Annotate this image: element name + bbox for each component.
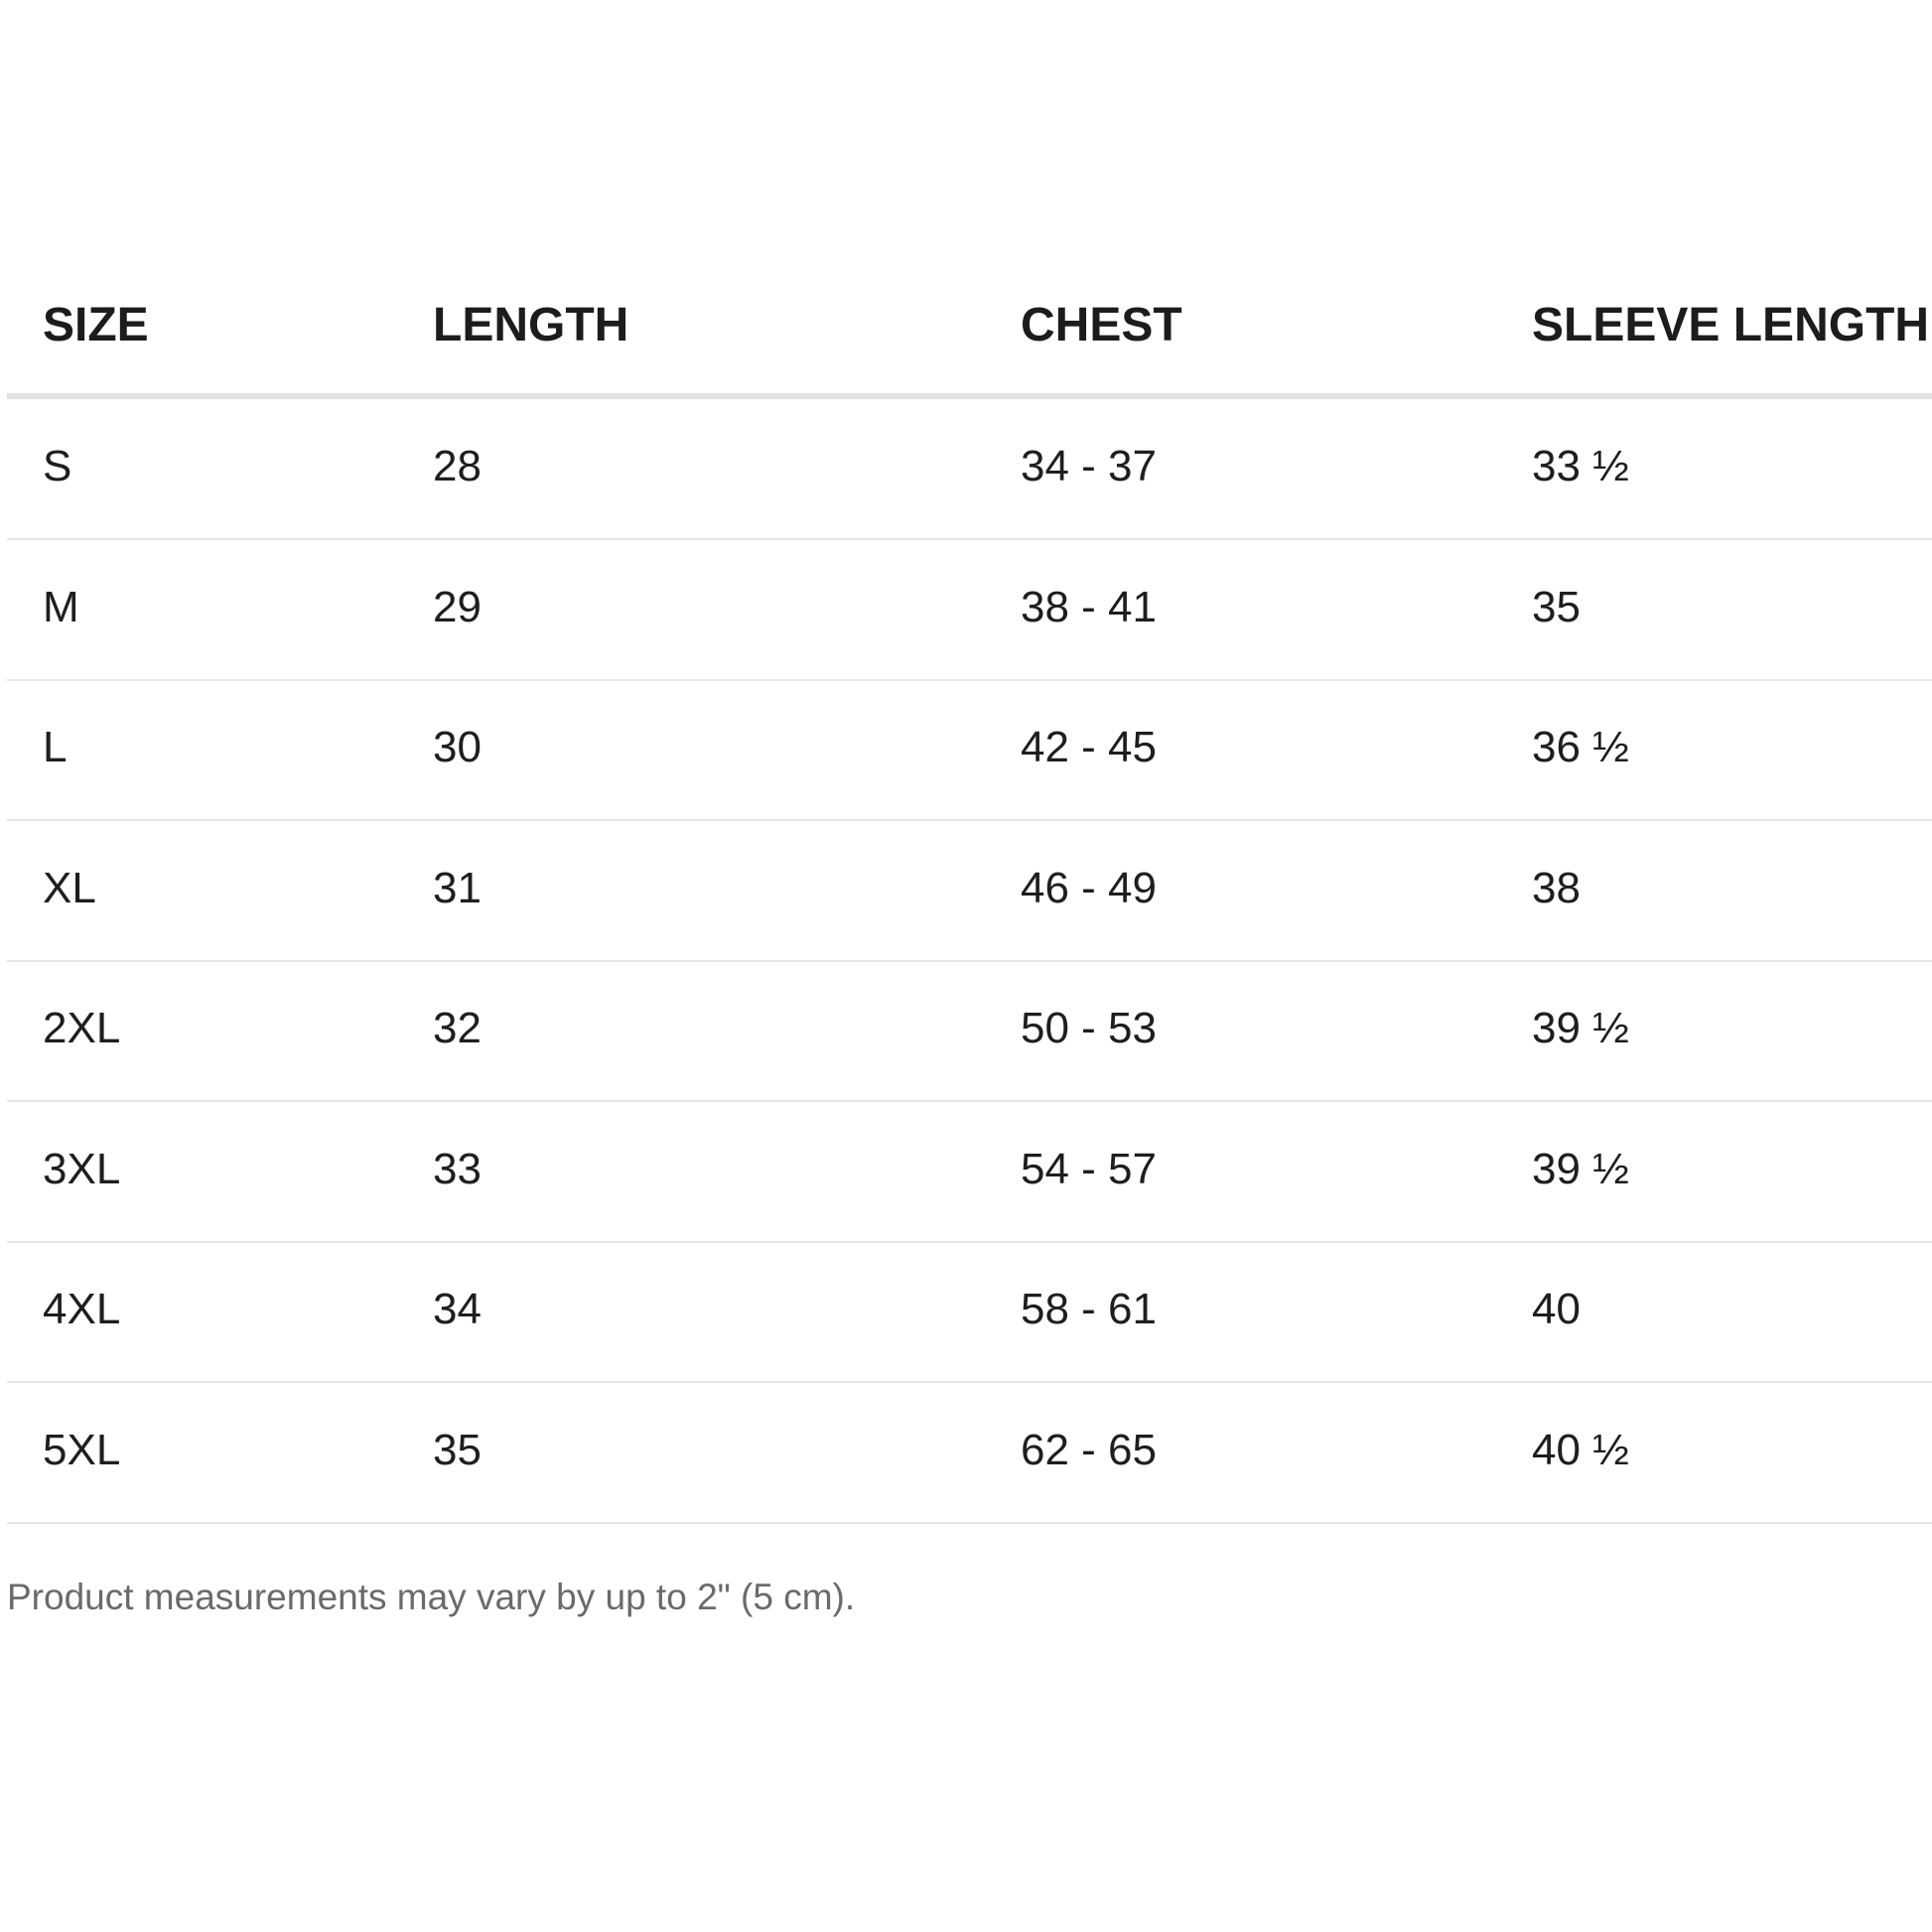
cell-size: L [43,723,68,771]
cell-length: 28 [433,442,482,490]
cell-chest: 42 - 45 [1021,723,1157,771]
table-row: XL 31 46 - 49 38 [7,821,1932,962]
table-row: S 28 34 - 37 33 ½ [7,399,1932,540]
cell-length: 34 [433,1285,482,1333]
cell-sleeve-length: 39 ½ [1532,1144,1629,1193]
table-row: 5XL 35 62 - 65 40 ½ [7,1383,1932,1524]
header-chest: CHEST [1021,299,1182,351]
header-length: LENGTH [433,299,629,351]
cell-size: XL [43,863,96,912]
cell-size: 3XL [43,1144,121,1193]
header-sleeve-length: SLEEVE LENGTH [1532,299,1930,351]
cell-length: 29 [433,582,482,631]
cell-chest: 54 - 57 [1021,1144,1157,1193]
cell-chest: 58 - 61 [1021,1285,1157,1333]
cell-chest: 38 - 41 [1021,582,1157,631]
cell-length: 32 [433,1004,482,1052]
cell-length: 35 [433,1425,482,1474]
cell-sleeve-length: 40 ½ [1532,1425,1629,1474]
cell-size: S [43,442,72,490]
cell-chest: 34 - 37 [1021,442,1157,490]
cell-length: 31 [433,863,482,912]
table-row: 4XL 34 58 - 61 40 [7,1242,1932,1383]
cell-sleeve-length: 39 ½ [1532,1004,1629,1052]
cell-sleeve-length: 38 [1532,863,1581,912]
cell-size: 2XL [43,1004,121,1052]
cell-sleeve-length: 35 [1532,582,1581,631]
table-row: 3XL 33 54 - 57 39 ½ [7,1102,1932,1243]
table-row: M 29 38 - 41 35 [7,540,1932,681]
cell-sleeve-length: 40 [1532,1285,1581,1333]
cell-sleeve-length: 36 ½ [1532,723,1629,771]
cell-chest: 46 - 49 [1021,863,1157,912]
header-size: SIZE [43,299,149,351]
cell-size: 4XL [43,1285,121,1333]
measurement-note: Product measurements may vary by up to 2… [7,1577,856,1617]
table-row: L 30 42 - 45 36 ½ [7,680,1932,821]
cell-length: 33 [433,1144,482,1193]
cell-length: 30 [433,723,482,771]
cell-chest: 62 - 65 [1021,1425,1157,1474]
cell-size: M [43,582,79,631]
cell-chest: 50 - 53 [1021,1004,1157,1052]
table-row: 2XL 32 50 - 53 39 ½ [7,961,1932,1102]
table-header: SIZE LENGTH CHEST SLEEVE LENGTH [7,298,1932,399]
cell-sleeve-length: 33 ½ [1532,442,1629,490]
cell-size: 5XL [43,1425,121,1474]
